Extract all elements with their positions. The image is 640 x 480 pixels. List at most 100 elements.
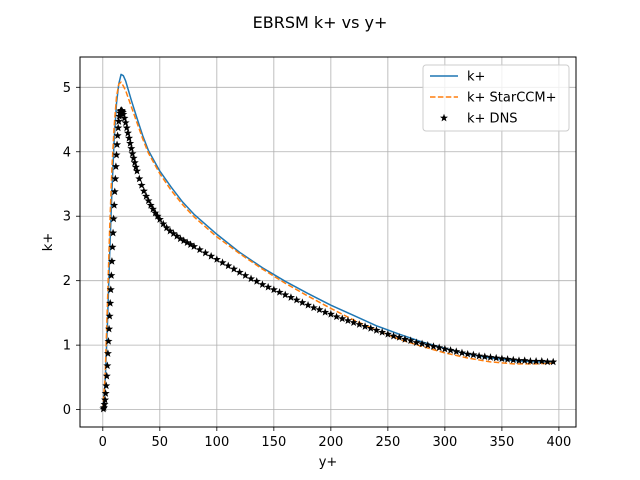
dns-point xyxy=(361,322,370,330)
dns-point xyxy=(264,282,273,291)
dns-point xyxy=(190,242,199,250)
dns-point xyxy=(503,355,512,363)
dns-point xyxy=(110,187,119,196)
dns-point xyxy=(435,343,444,352)
dns-point xyxy=(469,350,478,359)
dns-point xyxy=(383,329,392,338)
dns-point xyxy=(166,226,175,235)
dns-point xyxy=(532,357,541,365)
dns-point xyxy=(119,110,128,118)
y-tick-label: 3 xyxy=(63,210,71,225)
dns-point xyxy=(148,204,157,213)
dns-point xyxy=(212,255,221,263)
legend-label: k+ StarCCM+ xyxy=(467,91,556,106)
dns-point xyxy=(304,300,313,309)
dns-point xyxy=(142,192,151,200)
x-tick-label: 200 xyxy=(318,435,343,450)
dns-point xyxy=(275,288,284,296)
y-tick-label: 1 xyxy=(63,339,71,354)
dns-point xyxy=(372,326,381,334)
dns-point xyxy=(128,149,137,158)
y-tick-label: 4 xyxy=(63,145,71,160)
dns-point xyxy=(418,339,427,348)
series-starccm-line xyxy=(102,81,554,410)
dns-point xyxy=(159,219,168,228)
dns-point xyxy=(292,295,301,304)
dns-point xyxy=(176,234,185,243)
y-tick-label: 0 xyxy=(63,403,71,418)
legend-marker xyxy=(440,113,448,122)
dns-point xyxy=(102,381,111,390)
dns-point xyxy=(155,215,164,223)
ticks: 0 50 100 150 200 250 300 350 400 0 1 2 3 4 5 xyxy=(63,81,572,450)
dns-point xyxy=(269,285,278,294)
dns-point xyxy=(258,280,267,288)
dns-point xyxy=(111,174,120,183)
dns-point xyxy=(509,355,518,364)
dns-point xyxy=(183,238,192,247)
dns-point xyxy=(115,112,124,120)
dns-point xyxy=(121,118,130,127)
dns-point xyxy=(281,290,290,299)
dns-point xyxy=(440,344,449,353)
dns-point xyxy=(179,236,188,245)
dns-point xyxy=(241,271,250,279)
dns-point xyxy=(400,335,409,343)
x-tick-label: 150 xyxy=(261,435,286,450)
dns-point xyxy=(247,274,256,283)
legend: k+ k+ StarCCM+ k+ DNS xyxy=(422,64,570,132)
dns-point xyxy=(135,174,144,183)
dns-point xyxy=(129,154,138,162)
dns-point xyxy=(151,208,160,217)
axes-frame xyxy=(79,56,577,428)
dns-point xyxy=(224,261,233,270)
dns-point xyxy=(112,150,121,159)
dns-point xyxy=(107,257,116,265)
dns-point xyxy=(99,403,108,412)
series-dns-markers xyxy=(99,106,558,413)
dns-point xyxy=(543,357,552,366)
y-axis-label: k+ xyxy=(41,233,56,251)
dns-point xyxy=(101,395,110,404)
dns-point xyxy=(286,293,295,301)
dns-point xyxy=(162,223,171,232)
dns-point xyxy=(109,214,118,223)
x-tick-label: 300 xyxy=(432,435,457,450)
dns-point xyxy=(108,242,117,251)
dns-point xyxy=(452,347,461,355)
dns-point xyxy=(446,346,455,354)
dns-point xyxy=(366,324,375,332)
dns-point xyxy=(104,337,113,345)
dns-point xyxy=(315,305,324,314)
dns-point xyxy=(130,158,139,167)
dns-point xyxy=(133,166,142,175)
dns-point xyxy=(114,117,123,125)
legend-label: k+ DNS xyxy=(467,112,518,127)
dns-point xyxy=(109,228,118,237)
dns-point xyxy=(298,298,307,306)
dns-point xyxy=(106,285,115,294)
x-tick-label: 100 xyxy=(204,435,229,450)
dns-point xyxy=(423,340,432,349)
x-tick-label: 250 xyxy=(375,435,400,450)
dns-point xyxy=(537,357,546,365)
x-tick-label: 350 xyxy=(489,435,514,450)
x-tick-label: 400 xyxy=(546,435,571,450)
dns-point xyxy=(486,353,495,361)
dns-point xyxy=(514,356,523,364)
dns-point xyxy=(492,353,501,362)
dns-point xyxy=(321,308,330,316)
dns-point xyxy=(144,196,153,205)
dns-point xyxy=(131,163,140,171)
dns-point xyxy=(549,357,558,366)
dns-point xyxy=(102,371,111,380)
dns-point xyxy=(457,348,466,357)
dns-point xyxy=(122,123,131,132)
dns-point xyxy=(497,354,506,363)
dns-point xyxy=(110,201,119,209)
dns-point xyxy=(326,310,335,318)
y-tick-label: 2 xyxy=(63,274,71,289)
dns-point xyxy=(103,361,112,370)
dns-point xyxy=(101,389,110,397)
chart-title: EBRSM k+ vs y+ xyxy=(253,13,388,32)
